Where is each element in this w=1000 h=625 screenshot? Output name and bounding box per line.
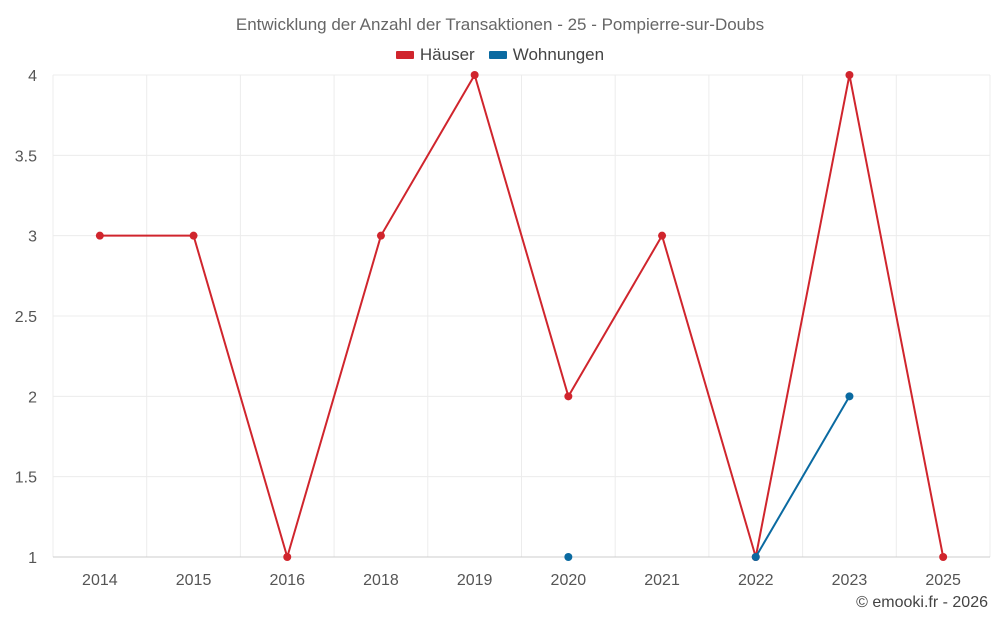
x-tick-label: 2020 xyxy=(551,572,587,589)
chart-legend: Häuser Wohnungen xyxy=(0,45,1000,65)
data-point-haeuser xyxy=(189,231,198,240)
data-point-haeuser xyxy=(658,231,667,240)
y-tick-label: 1.5 xyxy=(15,470,37,487)
data-point-haeuser xyxy=(845,71,854,79)
legend-item-haeuser[interactable]: Häuser xyxy=(395,45,475,65)
legend-item-wohnungen[interactable]: Wohnungen xyxy=(488,45,605,65)
x-tick-label: 2014 xyxy=(82,572,118,589)
data-point-wohnungen xyxy=(751,553,760,561)
legend-swatch-wohnungen xyxy=(488,51,507,59)
x-tick-label: 2019 xyxy=(457,572,493,589)
data-point-haeuser xyxy=(95,231,104,240)
legend-label-wohnungen: Wohnungen xyxy=(512,45,605,64)
data-point-haeuser xyxy=(470,71,479,79)
x-tick-label: 2021 xyxy=(644,572,680,589)
legend-swatch-haeuser xyxy=(395,51,414,59)
x-tick-label: 2022 xyxy=(738,572,774,589)
copyright-credit: © emooki.fr - 2026 xyxy=(856,594,988,611)
y-tick-label: 3 xyxy=(28,229,37,246)
y-tick-label: 1 xyxy=(28,550,37,567)
x-tick-label: 2016 xyxy=(269,572,305,589)
data-point-haeuser xyxy=(376,231,385,240)
series-line-wohnungen xyxy=(754,395,851,558)
x-tick-label: 2025 xyxy=(925,572,961,589)
data-point-haeuser xyxy=(283,553,292,561)
y-tick-label: 2 xyxy=(28,389,37,406)
series-line-haeuser xyxy=(99,74,945,558)
chart-title: Entwicklung der Anzahl der Transaktionen… xyxy=(235,15,765,34)
y-tick-label: 3.5 xyxy=(15,148,37,165)
data-point-haeuser xyxy=(939,553,948,561)
x-tick-label: 2023 xyxy=(832,572,868,589)
y-tick-label: 2.5 xyxy=(15,309,37,326)
y-tick-label: 4 xyxy=(28,68,37,85)
data-point-haeuser xyxy=(564,392,573,401)
legend-label-haeuser: Häuser xyxy=(419,45,475,64)
data-point-wohnungen xyxy=(845,392,854,401)
x-tick-label: 2018 xyxy=(363,572,399,589)
x-tick-label: 2015 xyxy=(176,572,212,589)
data-point-wohnungen xyxy=(564,553,573,561)
